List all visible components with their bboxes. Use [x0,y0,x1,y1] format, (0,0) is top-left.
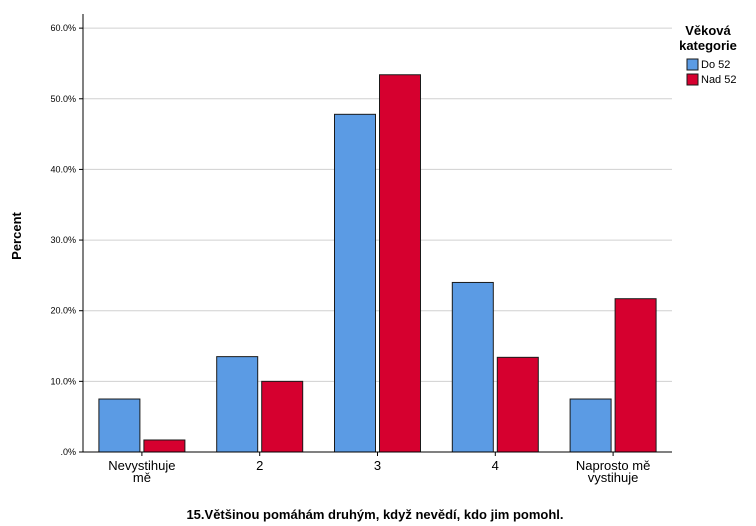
y-tick-label: 30.0% [50,235,76,245]
y-tick-label: .0% [60,447,76,457]
bar-do-52 [334,113,376,453]
bar-nad-52 [379,74,421,453]
legend: Věková kategorie Do 52 Nad 52 [679,23,737,86]
x-axis-ticks: Nevystihuje mě 2 3 4 Naprosto mě vystihuje [108,452,650,485]
bar-nad-52 [143,439,186,453]
y-axis-ticks: .0% 10.0% 20.0% 30.0% 40.0% 50.0% 60.0% [50,23,83,457]
y-tick-label: 10.0% [50,376,76,386]
y-axis-title: Percent [9,211,24,259]
bar-nad-52 [614,298,657,453]
legend-swatch [686,73,699,86]
legend-title: Věková kategorie [679,23,737,53]
x-tick-label: 3 [374,458,381,473]
x-axis-title: 15.Většinou pomáhám druhým, když nevědí,… [186,507,563,522]
y-tick-label: 40.0% [50,164,76,174]
bars [98,74,657,453]
legend-swatch [686,58,699,71]
bar-do-52 [98,398,141,453]
x-tick-label: 2 [256,458,263,473]
x-tick-label: 4 [492,458,499,473]
bar-nad-52 [496,356,539,453]
bar-do-52 [216,356,259,453]
legend-label: Nad 52 [701,74,736,86]
y-tick-label: 50.0% [50,94,76,104]
grid-lines [83,27,672,382]
bar-do-52 [451,281,494,453]
y-tick-label: 60.0% [50,23,76,33]
x-tick-label: Naprosto mě vystihuje [576,458,650,485]
bar-nad-52 [261,380,304,453]
legend-label: Do 52 [701,59,730,71]
x-tick-label: Nevystihuje mě [108,458,175,485]
y-tick-label: 20.0% [50,306,76,316]
bar-do-52 [569,398,612,453]
